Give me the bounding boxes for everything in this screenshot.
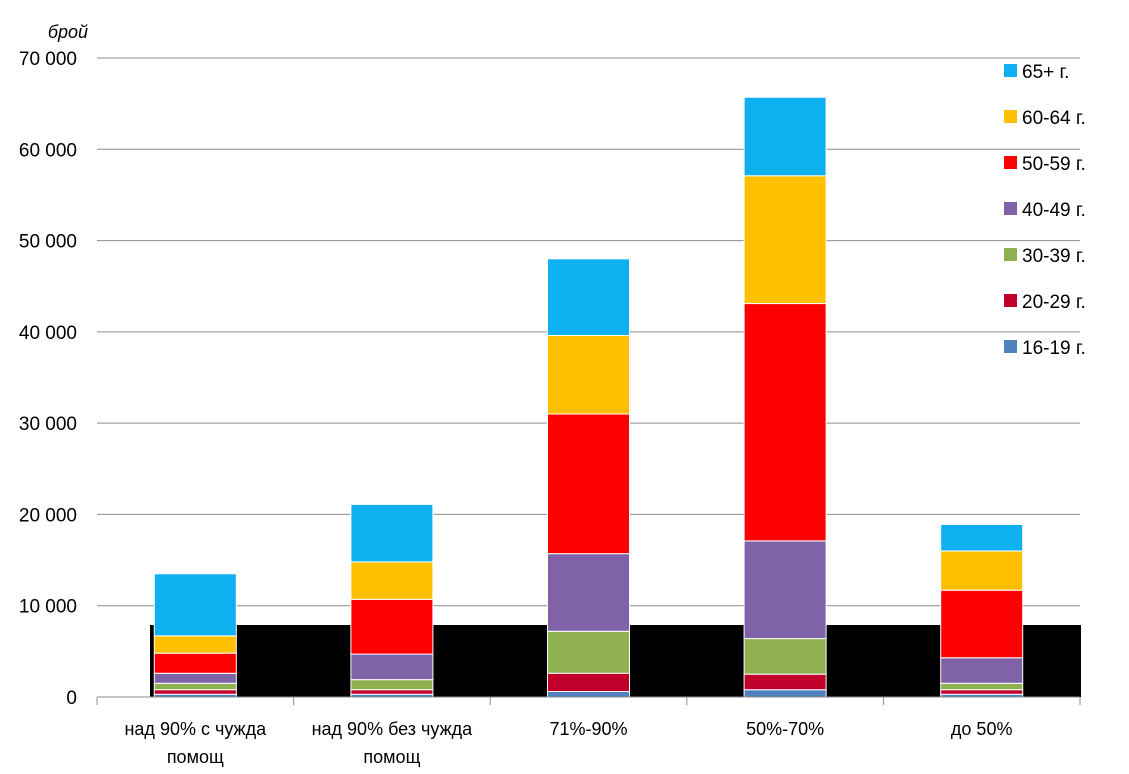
- x-tick-label: над 90% без чужда: [312, 719, 474, 739]
- bar-segment: [350, 598, 434, 655]
- bar-segment: [940, 689, 1024, 695]
- legend-swatch: [1004, 248, 1017, 261]
- legend-label: 30-39 г.: [1022, 246, 1086, 267]
- bar-segment: [743, 175, 827, 305]
- x-tick-label: до 50%: [951, 719, 1013, 739]
- bar-segment: [153, 573, 237, 637]
- x-tick-label: над 90% с чужда: [124, 719, 267, 739]
- bar-segment: [547, 672, 630, 693]
- legend-label: 60-64 г.: [1022, 108, 1086, 129]
- bar-segment: [547, 691, 630, 698]
- bar-segment: [940, 550, 1024, 591]
- legend-label: 20-29 г.: [1022, 292, 1086, 313]
- bars: [153, 96, 1024, 698]
- legend: 65+ г. 60-64 г. 50-59 г. 40-49 г. 30-39 г. 20…: [1004, 62, 1086, 359]
- legend-swatch: [1004, 64, 1017, 77]
- legend-swatch: [1004, 202, 1017, 215]
- legend-label: 16-19 г.: [1022, 338, 1086, 359]
- y-tick-label: 60 000: [19, 140, 77, 161]
- y-axis-label: брой: [48, 22, 88, 42]
- y-tick-label: 10 000: [19, 597, 77, 618]
- bar-segment: [547, 553, 630, 632]
- x-tick-label: помощ: [363, 747, 420, 767]
- bar-segment: [940, 589, 1024, 659]
- x-tick-label: 71%-90%: [549, 719, 627, 739]
- bar-segment: [940, 682, 1024, 691]
- bar-segment: [940, 657, 1024, 684]
- y-axis: 0 10 000 20 000 30 000 40 000 50 000 60 000 70 …: [19, 49, 77, 709]
- y-tick-label: 0: [66, 688, 77, 709]
- bar-segment: [350, 679, 434, 691]
- bar-segment: [940, 523, 1024, 552]
- y-tick-label: 20 000: [19, 505, 77, 526]
- bar-segment: [547, 258, 630, 337]
- bar-segment: [743, 673, 827, 691]
- bar-segment: [743, 689, 827, 698]
- bar-segment: [743, 638, 827, 675]
- legend-label: 65+ г.: [1022, 62, 1069, 83]
- legend-label: 40-49 г.: [1022, 200, 1086, 221]
- y-tick-label: 70 000: [19, 49, 77, 70]
- bar-segment: [743, 96, 827, 177]
- y-tick-label: 30 000: [19, 414, 77, 435]
- legend-swatch: [1004, 294, 1017, 307]
- x-tick-label: помощ: [167, 747, 224, 767]
- legend-swatch: [1004, 340, 1017, 353]
- y-tick-label: 50 000: [19, 232, 77, 253]
- legend-swatch: [1004, 110, 1017, 123]
- bar-segment: [743, 303, 827, 542]
- bar-segment: [743, 540, 827, 640]
- x-axis: над 90% с чужда помощ над 90% без чужда пом…: [96, 696, 1081, 767]
- bar-segment: [153, 652, 237, 674]
- bar-segment: [350, 689, 434, 695]
- bar-segment: [350, 653, 434, 681]
- x-tick-label: 50%-70%: [746, 719, 824, 739]
- bar-segment: [350, 503, 434, 563]
- legend-label: 50-59 г.: [1022, 154, 1086, 175]
- bar-segment: [153, 672, 237, 684]
- bar-segment: [350, 561, 434, 600]
- bar-segment: [547, 335, 630, 415]
- bar-segment: [547, 413, 630, 555]
- bar-segment: [153, 635, 237, 654]
- y-tick-label: 40 000: [19, 323, 77, 344]
- bar-segment: [153, 682, 237, 691]
- bar-segment: [153, 689, 237, 695]
- legend-swatch: [1004, 156, 1017, 169]
- bar-segment: [547, 630, 630, 674]
